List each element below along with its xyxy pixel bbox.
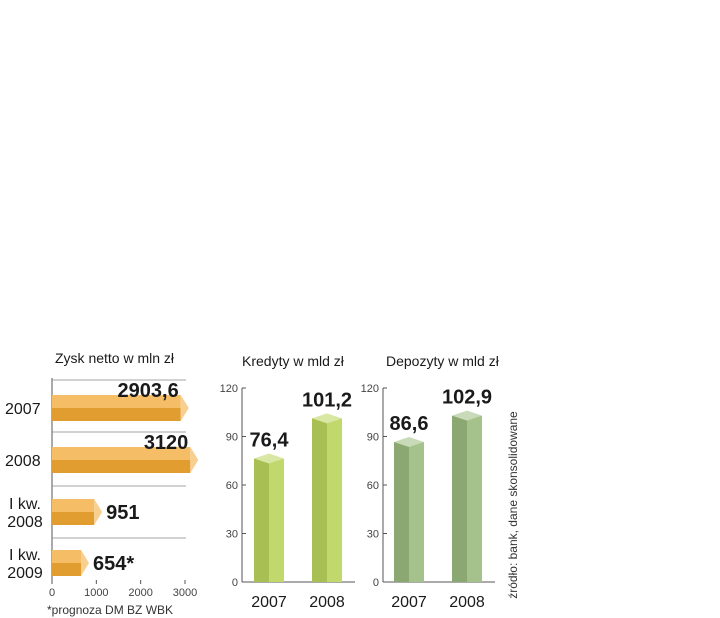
net-profit-bar-bottom [52,460,191,473]
loans-tick-label: 30 [226,529,238,541]
loans-bar-cap [312,413,342,424]
loans-value-label: 76,4 [250,429,290,451]
net-profit-tick-label: 3000 [173,587,197,599]
deposits-tick-label: 30 [367,529,379,541]
net-profit-title: Zysk netto w mln zł [55,350,175,366]
net-profit-bar [52,499,103,525]
net-profit-bar-top [52,447,191,460]
deposits-bar-left [452,415,467,582]
net-profit-category-label: 2007 [5,401,41,418]
loans-tick-label: 60 [226,480,238,492]
loans-bar-left [254,458,269,582]
loans-title: Kredyty w mld zł [242,353,345,369]
net-profit-category-label: 2009 [7,565,43,582]
loans-tick-label: 120 [220,383,238,395]
deposits-bar-cap [452,410,482,421]
net-profit-bar-bottom [52,563,81,576]
net-profit-bar-top [52,499,95,512]
net-profit-bar-end [190,447,199,473]
net-profit-bar-bottom [52,512,95,525]
net-profit-category-label: I kw. [9,496,41,513]
net-profit-tick-label: 1000 [84,587,108,599]
deposits-bar-right [409,441,424,582]
loans-bar-right [269,458,284,582]
deposits-tick-label: 60 [367,480,379,492]
net-profit-bar [52,395,189,421]
deposits-tick-label: 90 [367,432,379,444]
net-profit-category-label: 2008 [7,514,43,531]
loans-bar [312,413,342,582]
deposits-title: Depozyty w mld zł [386,353,500,369]
net-profit-bar-end [94,499,103,525]
loans-bar-left [312,418,327,582]
net-profit-bar-end [180,395,189,421]
net-profit-value-label: 3120 [144,432,189,454]
net-profit-bar-top [52,395,181,408]
loans-value-label: 101,2 [302,389,352,411]
loans-category-label: 2007 [251,594,287,611]
net-profit-bar [52,447,199,473]
deposits-tick-label: 120 [361,383,379,395]
deposits-value-label: 86,6 [390,413,429,435]
net-profit-tick-label: 2000 [128,587,152,599]
source-note: źródło: bank, dane skonsolidowane [506,411,520,599]
net-profit-bar [52,550,89,576]
deposits-category-label: 2007 [391,594,427,611]
deposits-category-label: 2008 [449,594,485,611]
net-profit-tick-label: 0 [49,587,55,599]
net-profit-value-label: 2903,6 [118,380,179,402]
loans-tick-label: 0 [232,577,238,589]
loans-tick-label: 90 [226,432,238,444]
deposits-bar-left [394,441,409,582]
net-profit-value-label: 654* [93,553,134,575]
deposits-bar-cap [394,436,424,447]
deposits-bar [452,410,482,582]
net-profit-value-label: 951 [106,502,139,524]
net-profit-bar-end [80,550,89,576]
net-profit-category-label: I kw. [9,547,41,564]
net-profit-bar-bottom [52,408,181,421]
deposits-value-label: 102,9 [442,387,492,409]
net-profit-note: *prognoza DM BZ WBK [47,603,173,617]
deposits-bar-right [467,415,482,582]
loans-bar-cap [254,453,284,464]
loans-bar-right [327,418,342,582]
deposits-tick-label: 0 [373,577,379,589]
net-profit-bar-top [52,550,81,563]
net-profit-category-label: 2008 [5,453,41,470]
loans-category-label: 2008 [309,594,345,611]
loans-bar [254,453,284,582]
deposits-bar [394,436,424,582]
